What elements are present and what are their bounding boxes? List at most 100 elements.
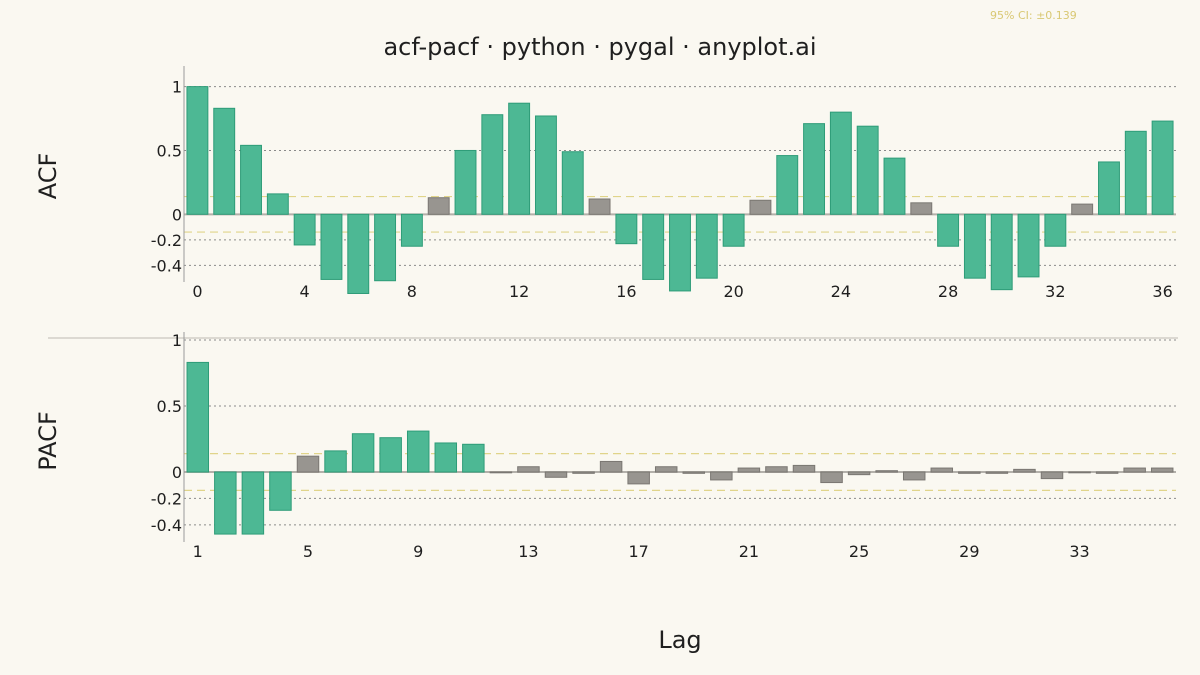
significant-bar	[186, 86, 209, 215]
significant-bar	[883, 157, 906, 215]
significant-bar	[776, 155, 799, 215]
significant-bar	[642, 213, 665, 280]
x-tick-label: 32	[1045, 282, 1065, 301]
insignificant-bar	[427, 197, 450, 215]
significant-bar	[347, 213, 370, 294]
significant-bar	[213, 107, 236, 215]
significant-bar	[379, 437, 402, 473]
significant-bar	[1044, 213, 1067, 247]
x-tick-label: 12	[509, 282, 529, 301]
insignificant-bar	[930, 467, 954, 473]
insignificant-bar	[572, 471, 595, 474]
insignificant-bar	[517, 466, 540, 473]
insignificant-bar	[710, 471, 733, 481]
insignificant-bar	[910, 202, 933, 215]
insignificant-bar	[1095, 471, 1119, 474]
significant-bar	[434, 442, 458, 473]
x-tick-label: 24	[831, 282, 851, 301]
significant-bar	[186, 361, 210, 473]
y-tick-label: -0.2	[151, 231, 182, 250]
x-tick-label: 36	[1152, 282, 1172, 301]
insignificant-bar	[296, 455, 320, 473]
x-tick-label: 16	[616, 282, 636, 301]
y-tick-label: 1	[172, 78, 182, 97]
y-tick-label: 0	[172, 205, 182, 224]
significant-bar	[561, 151, 584, 215]
insignificant-bar	[1013, 468, 1036, 473]
significant-bar	[669, 213, 691, 292]
y-tick-label: -0.2	[151, 489, 182, 508]
insignificant-bar	[902, 471, 926, 481]
significant-bar	[481, 114, 504, 215]
insignificant-bar	[627, 471, 650, 485]
significant-bar	[293, 213, 316, 246]
insignificant-bar	[588, 198, 611, 215]
significant-bar	[454, 149, 477, 215]
insignificant-bar	[985, 471, 1009, 474]
ci-annotation: 95% CI: ±0.139	[990, 9, 1077, 22]
significant-bar	[240, 144, 262, 215]
y-tick-label: -0.4	[151, 516, 182, 535]
x-tick-label: 28	[938, 282, 958, 301]
significant-bar	[856, 125, 879, 215]
x-tick-label: 29	[959, 542, 979, 561]
insignificant-bar	[875, 470, 898, 473]
x-tick-label: 1	[193, 542, 203, 561]
x-tick-label: 4	[300, 282, 310, 301]
x-tick-label: 25	[849, 542, 869, 561]
significant-bar	[695, 213, 718, 279]
insignificant-bar	[958, 471, 981, 474]
x-tick-label: 13	[518, 542, 538, 561]
x-tick-label: 9	[413, 542, 423, 561]
significant-bar	[241, 471, 265, 535]
significant-bar	[374, 213, 397, 282]
y-axis-label: ACF	[34, 153, 62, 200]
insignificant-bar	[1123, 467, 1146, 473]
significant-bar	[266, 193, 289, 215]
insignificant-bar	[847, 471, 871, 476]
acf-panel: ACF 1 0.5 0 -0.2 -0.4 0 4 8 12 16 20 24 28 32 36	[34, 66, 1176, 301]
significant-bar	[534, 115, 557, 215]
significant-bar	[1017, 213, 1040, 278]
significant-bar	[722, 213, 745, 247]
significant-bar	[1151, 120, 1174, 215]
significant-bar	[406, 430, 430, 473]
significant-bar	[462, 443, 485, 473]
y-tick-label: -0.4	[151, 256, 182, 275]
insignificant-bar	[682, 471, 706, 474]
insignificant-bar	[1150, 467, 1174, 473]
insignificant-bar	[1068, 471, 1091, 474]
x-tick-label: 0	[192, 282, 202, 301]
insignificant-bar	[1071, 203, 1094, 215]
y-tick-label: 1	[172, 331, 182, 350]
insignificant-bar	[544, 471, 568, 478]
x-tick-label: 33	[1069, 542, 1089, 561]
significant-bar	[615, 213, 638, 245]
insignificant-bar	[749, 199, 772, 215]
y-tick-label: 0	[172, 463, 182, 482]
x-tick-label: 17	[628, 542, 648, 561]
significant-bar	[1098, 161, 1120, 215]
x-tick-label: 8	[407, 282, 417, 301]
insignificant-bar	[489, 471, 513, 474]
insignificant-bar	[792, 464, 816, 473]
significant-bar	[351, 433, 375, 473]
significant-bar	[324, 450, 347, 473]
pacf-panel: PACF 1 0.5 0 -0.2 -0.4 1 5 9 13 17 21 25 29 33	[34, 331, 1176, 561]
insignificant-bar	[654, 466, 678, 473]
significant-bar	[320, 213, 343, 280]
x-tick-label: 20	[723, 282, 743, 301]
significant-bar	[829, 111, 852, 215]
y-tick-label: 0.5	[157, 397, 182, 416]
insignificant-bar	[737, 467, 761, 473]
significant-bar	[400, 213, 423, 247]
significant-bar	[803, 123, 826, 215]
significant-bar	[1124, 130, 1147, 215]
x-tick-label: 5	[303, 542, 313, 561]
x-axis-label: Lag	[658, 626, 701, 654]
significant-bar	[963, 213, 986, 279]
chart-title: acf-pacf · python · pygal · anyplot.ai	[383, 33, 816, 61]
significant-bar	[269, 471, 292, 511]
insignificant-bar	[820, 471, 843, 484]
